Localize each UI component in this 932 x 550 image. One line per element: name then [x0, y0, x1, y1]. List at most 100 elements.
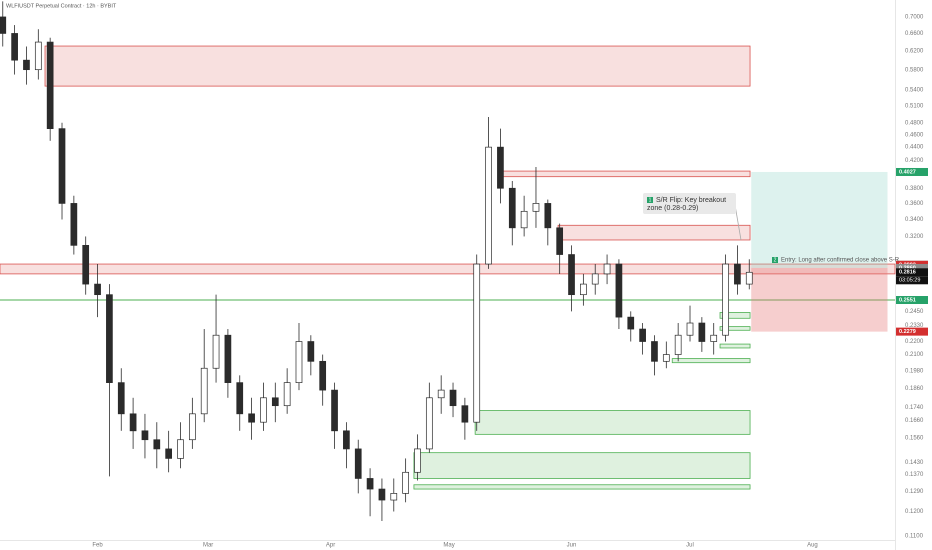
- candle-body: [354, 448, 362, 479]
- price-label-bg: [896, 268, 928, 277]
- candle-body: [82, 244, 90, 285]
- candle-body: [319, 360, 327, 391]
- candle-body: [627, 316, 635, 330]
- zone: [719, 312, 751, 319]
- candle-body: [58, 128, 66, 204]
- stop-area: [751, 267, 888, 332]
- zone: [413, 484, 751, 490]
- y-tick-label: 0.6600: [905, 31, 924, 37]
- candle-body: [651, 341, 658, 362]
- candle-body: [390, 493, 398, 501]
- y-tick-label: 0.2450: [905, 309, 924, 315]
- y-tick-label: 0.3200: [905, 234, 924, 240]
- x-tick-label: Apr: [326, 543, 335, 549]
- candle-body: [283, 382, 291, 407]
- candle-body: [497, 146, 504, 189]
- y-tick-label: 0.2100: [905, 352, 924, 358]
- candle-body: [260, 397, 267, 423]
- candle-body: [580, 283, 587, 296]
- candle-body: [544, 203, 552, 229]
- x-tick-label: Aug: [807, 543, 818, 549]
- candle-body: [129, 413, 137, 432]
- candle-body: [212, 334, 220, 369]
- candle-body: [236, 382, 244, 415]
- chart-title: WLFIUSDT Perpetual Contract · 12h · BYBI…: [6, 3, 117, 9]
- y-tick-label: 0.1290: [905, 489, 924, 495]
- price-label-bg: [896, 263, 928, 272]
- annotation-number: 1: [649, 197, 652, 203]
- candle-body: [698, 322, 706, 342]
- candle-body: [23, 59, 30, 71]
- candle-body: [271, 397, 279, 407]
- zone: [719, 326, 751, 331]
- candle-body: [0, 16, 7, 34]
- countdown: 03:05:29: [899, 278, 920, 284]
- y-tick-label: 0.3800: [905, 186, 924, 192]
- y-tick-label: 0.1860: [905, 386, 924, 392]
- y-tick-label: 0.5400: [905, 87, 924, 93]
- candle-body: [508, 187, 516, 229]
- candle-body: [34, 41, 42, 71]
- y-tick-label: 0.4800: [905, 120, 924, 126]
- y-tick-label: 0.4400: [905, 145, 924, 151]
- candle-body: [188, 413, 196, 441]
- zone: [44, 45, 751, 87]
- y-tick-label: 0.1370: [905, 472, 924, 478]
- candle-body: [94, 283, 101, 296]
- candle-body: [70, 203, 78, 246]
- zone: [719, 343, 751, 349]
- candle-body: [437, 389, 445, 399]
- zone: [474, 410, 751, 435]
- x-tick-label: Feb: [92, 543, 103, 549]
- annotation-line: S/R Flip: Key breakout: [656, 197, 726, 204]
- candle-body: [591, 273, 599, 285]
- candle-body: [46, 41, 54, 129]
- price-label: 0.4027: [899, 169, 916, 175]
- candle-body: [177, 439, 184, 459]
- price-label: 0.2279: [899, 329, 916, 335]
- candle-body: [734, 263, 741, 285]
- candle-body: [425, 397, 433, 450]
- y-tick-label: 0.1200: [905, 509, 924, 515]
- zone: [499, 170, 751, 178]
- candle-body: [224, 334, 232, 383]
- y-tick-label: 0.4600: [905, 132, 924, 138]
- candle-body: [165, 448, 173, 459]
- candle-body: [153, 439, 161, 450]
- y-tick-label: 0.6200: [905, 49, 924, 55]
- y-tick-label: 0.4200: [905, 158, 924, 164]
- annotation-line: zone (0.28-0.29): [647, 205, 698, 212]
- zone: [0, 263, 896, 275]
- y-tick-label: 0.1430: [905, 460, 924, 466]
- x-tick-label: Jun: [567, 543, 577, 549]
- countdown-bg: [896, 276, 928, 285]
- candle-body: [745, 271, 753, 285]
- candle-body: [710, 334, 718, 342]
- annotation-text: S/R Flip: Key breakout zone (0.28-0.29): [647, 197, 726, 212]
- y-tick-label: 0.2330: [905, 323, 924, 329]
- price-label: 0.2816: [899, 270, 916, 276]
- y-tick-label: 0.1740: [905, 405, 924, 411]
- y-tick-label: 0.1560: [905, 435, 924, 441]
- annotation-box: [643, 193, 736, 214]
- candle-body: [473, 263, 481, 423]
- candle-body: [141, 430, 149, 441]
- candle-body: [414, 448, 421, 473]
- y-tick-label: 0.3400: [905, 217, 924, 223]
- candle-body: [556, 227, 564, 255]
- candle-body: [200, 367, 208, 415]
- candle-body: [331, 389, 338, 432]
- candle-body: [674, 334, 682, 355]
- candle-body: [722, 263, 729, 336]
- candle-body: [639, 328, 646, 342]
- zone: [413, 452, 751, 479]
- candle-body: [106, 294, 113, 383]
- candle-body: [686, 322, 694, 336]
- y-tick-label: 0.3600: [905, 201, 924, 207]
- price-label-bg: [896, 327, 928, 336]
- candle-body: [520, 210, 528, 229]
- price-label-bg: [896, 167, 928, 176]
- y-tick-label: 0.5800: [905, 67, 924, 73]
